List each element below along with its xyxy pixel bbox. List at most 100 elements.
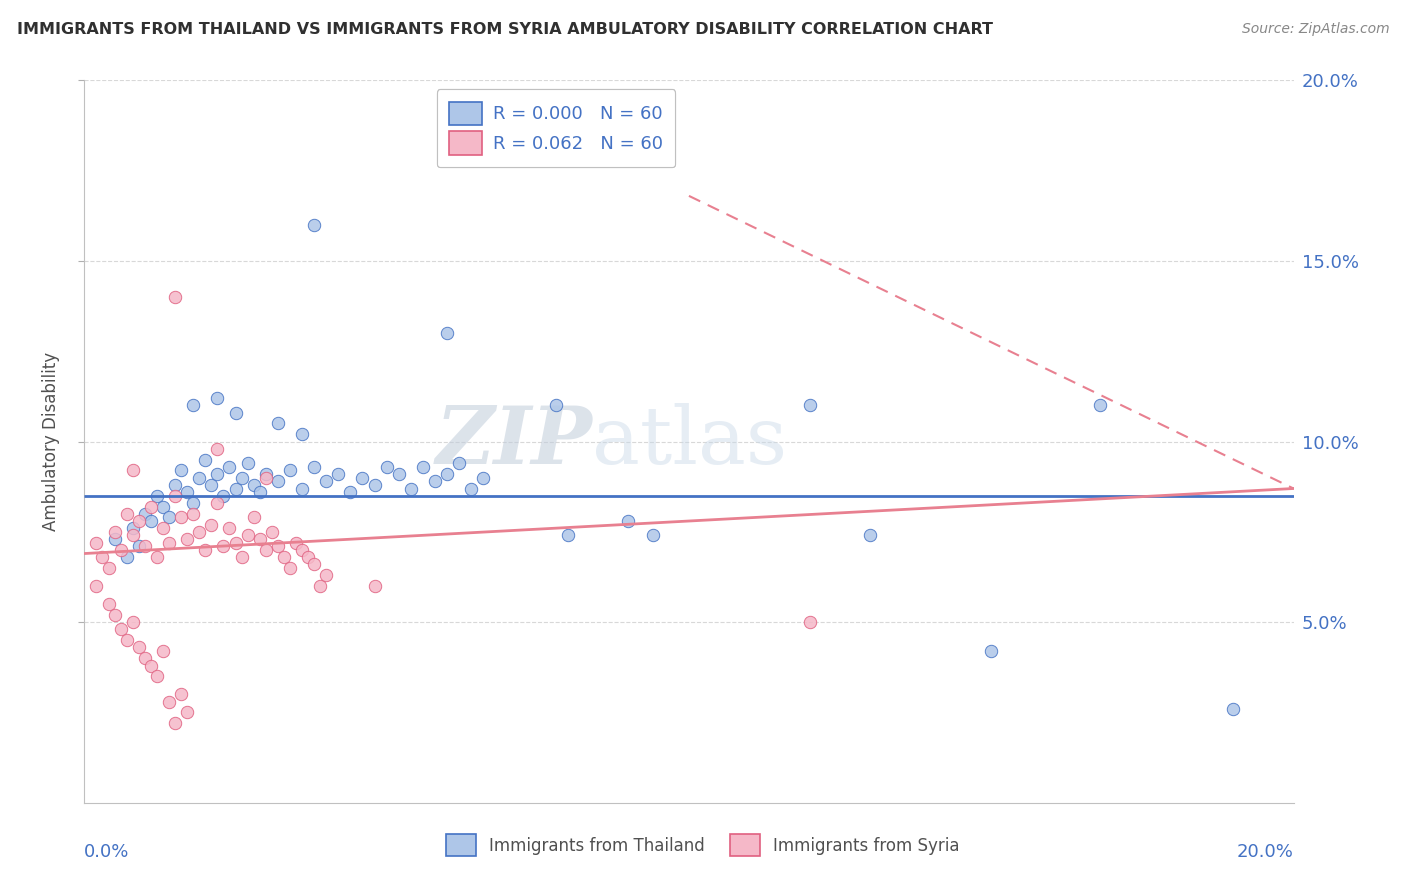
Point	[165, 716, 187, 731]
Point	[146, 489, 169, 503]
Point	[157, 510, 180, 524]
Point	[309, 579, 332, 593]
Point	[176, 532, 198, 546]
Point	[170, 463, 193, 477]
Point	[302, 459, 325, 474]
Point	[170, 510, 193, 524]
Point	[176, 485, 198, 500]
Point	[139, 500, 162, 514]
Point	[249, 532, 271, 546]
Point	[339, 485, 361, 500]
Point	[799, 398, 821, 412]
Point	[315, 475, 337, 489]
Point	[273, 550, 295, 565]
Point	[115, 550, 138, 565]
Point	[139, 658, 162, 673]
Point	[641, 528, 664, 542]
Point	[859, 528, 882, 542]
Point	[328, 467, 350, 481]
Point	[236, 456, 259, 470]
Text: Source: ZipAtlas.com: Source: ZipAtlas.com	[1241, 22, 1389, 37]
Point	[423, 475, 446, 489]
Point	[388, 467, 411, 481]
Text: IMMIGRANTS FROM THAILAND VS IMMIGRANTS FROM SYRIA AMBULATORY DISABILITY CORRELAT: IMMIGRANTS FROM THAILAND VS IMMIGRANTS F…	[17, 22, 993, 37]
Point	[115, 507, 138, 521]
Point	[278, 561, 301, 575]
Point	[236, 528, 259, 542]
Point	[165, 489, 187, 503]
Point	[375, 459, 398, 474]
Point	[472, 471, 495, 485]
Point	[146, 550, 169, 565]
Text: atlas: atlas	[592, 402, 787, 481]
Point	[249, 485, 271, 500]
Point	[104, 532, 127, 546]
Point	[297, 550, 319, 565]
Point	[121, 615, 143, 630]
Point	[399, 482, 422, 496]
Point	[980, 644, 1002, 658]
Legend: Immigrants from Thailand, Immigrants from Syria: Immigrants from Thailand, Immigrants fro…	[436, 824, 970, 866]
Point	[267, 539, 290, 553]
Point	[110, 623, 132, 637]
Point	[181, 507, 204, 521]
Point	[363, 579, 385, 593]
Point	[302, 558, 325, 572]
Point	[128, 640, 150, 655]
Point	[285, 535, 308, 549]
Point	[134, 507, 156, 521]
Point	[218, 459, 240, 474]
Text: 20.0%: 20.0%	[1237, 843, 1294, 861]
Point	[134, 651, 156, 665]
Point	[146, 669, 169, 683]
Point	[254, 542, 277, 557]
Point	[225, 535, 247, 549]
Point	[1088, 398, 1111, 412]
Point	[86, 535, 108, 549]
Point	[363, 478, 385, 492]
Point	[1222, 702, 1244, 716]
Point	[212, 539, 235, 553]
Point	[121, 521, 143, 535]
Point	[134, 539, 156, 553]
Point	[291, 427, 314, 442]
Text: ZIP: ZIP	[436, 403, 592, 480]
Point	[260, 524, 283, 539]
Point	[212, 489, 235, 503]
Point	[267, 417, 290, 431]
Point	[225, 482, 247, 496]
Point	[188, 524, 211, 539]
Point	[207, 442, 229, 456]
Point	[207, 467, 229, 481]
Point	[544, 398, 567, 412]
Point	[181, 496, 204, 510]
Point	[352, 471, 374, 485]
Legend: R = 0.000   N = 60, R = 0.062   N = 60: R = 0.000 N = 60, R = 0.062 N = 60	[437, 89, 675, 168]
Point	[115, 633, 138, 648]
Point	[110, 542, 132, 557]
Point	[165, 478, 187, 492]
Point	[157, 695, 180, 709]
Point	[86, 579, 108, 593]
Point	[152, 644, 174, 658]
Point	[152, 521, 174, 535]
Point	[449, 456, 471, 470]
Point	[412, 459, 434, 474]
Point	[104, 607, 127, 622]
Point	[207, 496, 229, 510]
Point	[291, 542, 314, 557]
Y-axis label: Ambulatory Disability: Ambulatory Disability	[42, 352, 60, 531]
Point	[254, 467, 277, 481]
Point	[104, 524, 127, 539]
Point	[557, 528, 579, 542]
Point	[97, 597, 120, 611]
Point	[799, 615, 821, 630]
Point	[157, 535, 180, 549]
Point	[181, 398, 204, 412]
Point	[617, 514, 640, 528]
Point	[97, 561, 120, 575]
Point	[267, 475, 290, 489]
Point	[242, 478, 264, 492]
Point	[315, 568, 337, 582]
Point	[436, 326, 458, 340]
